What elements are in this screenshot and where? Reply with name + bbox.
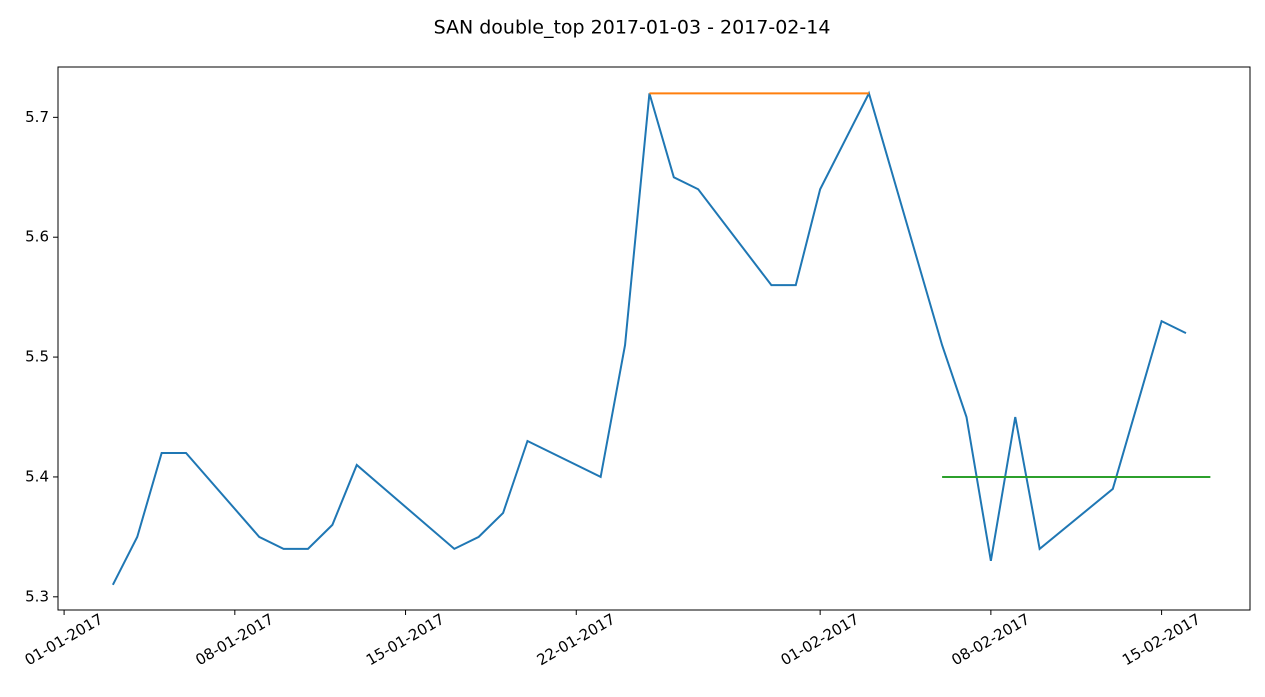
y-tick-label: 5.7 <box>25 108 49 126</box>
x-tick-label: 01-02-2017 <box>778 610 863 669</box>
x-tick-label: 08-01-2017 <box>192 610 277 669</box>
x-tick-label: 08-02-2017 <box>948 610 1033 669</box>
y-tick-label: 5.4 <box>25 467 49 485</box>
line-series <box>111 90 1187 586</box>
y-tick-label: 5.3 <box>25 587 49 605</box>
chart-title: SAN double_top 2017-01-03 - 2017-02-14 <box>434 17 831 39</box>
y-tick-label: 5.6 <box>25 228 49 246</box>
x-tick-label: 15-01-2017 <box>363 610 448 669</box>
x-tick-label: 15-02-2017 <box>1119 610 1204 669</box>
y-tick-label: 5.5 <box>25 348 49 366</box>
plot-frame <box>57 66 1251 611</box>
x-tick-label: 01-01-2017 <box>22 610 107 669</box>
x-tick-label: 22-01-2017 <box>534 610 619 669</box>
